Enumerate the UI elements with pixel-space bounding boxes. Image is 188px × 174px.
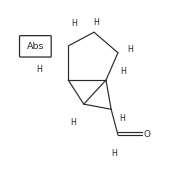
Text: Abs: Abs bbox=[27, 42, 44, 51]
FancyBboxPatch shape bbox=[20, 36, 51, 57]
Text: H: H bbox=[112, 149, 118, 158]
Text: H: H bbox=[70, 118, 76, 127]
Text: H: H bbox=[71, 19, 77, 28]
Text: H: H bbox=[121, 67, 126, 76]
Text: O: O bbox=[144, 130, 151, 139]
Text: H: H bbox=[127, 45, 133, 54]
Text: H: H bbox=[94, 18, 99, 27]
Text: H: H bbox=[36, 65, 42, 74]
Text: H: H bbox=[119, 114, 125, 123]
